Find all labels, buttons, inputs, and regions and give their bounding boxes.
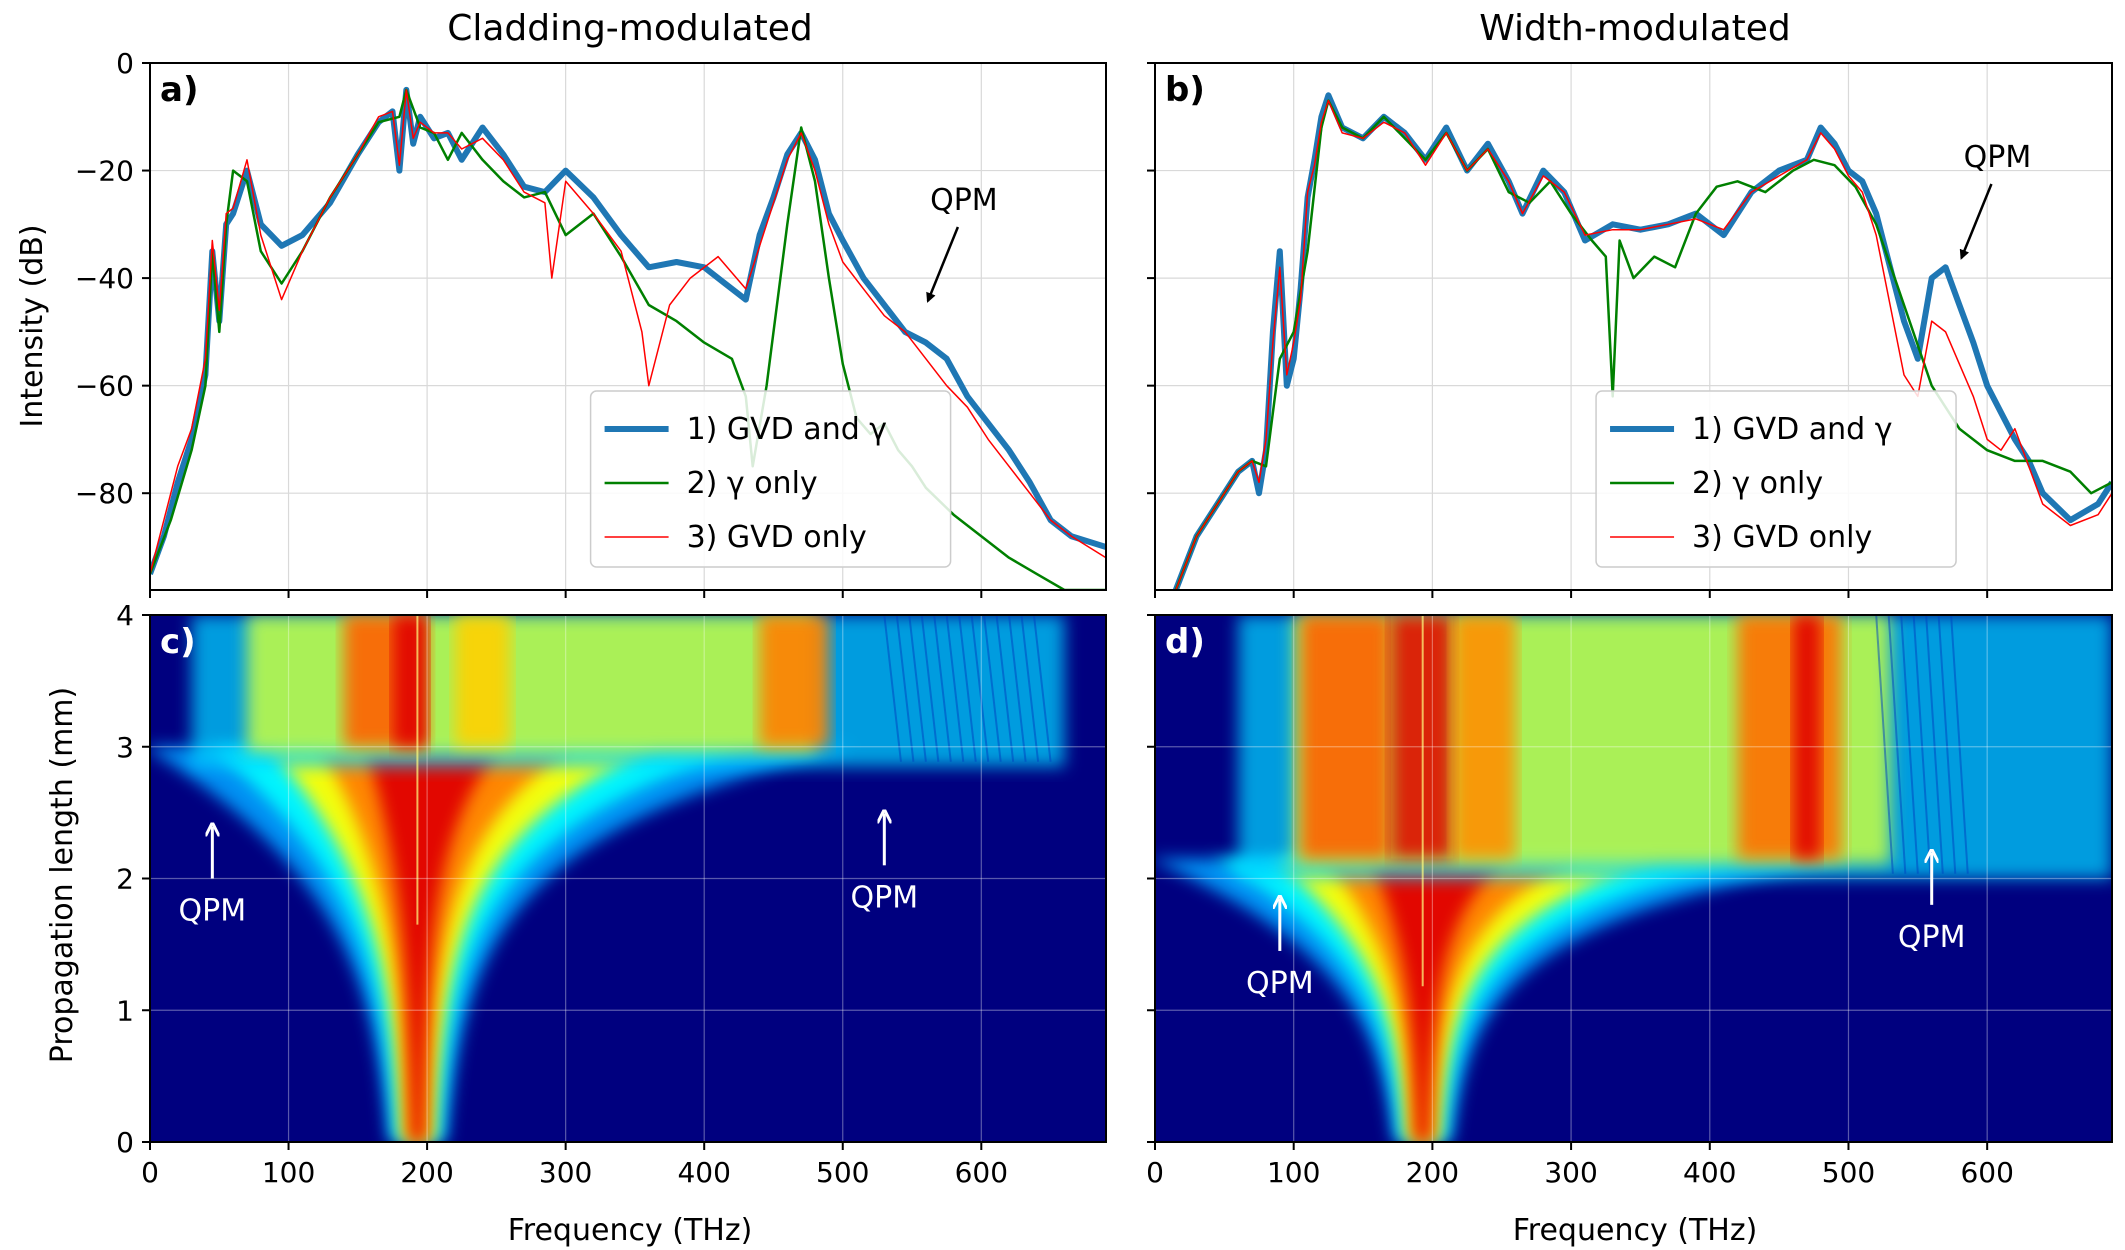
panel-b-legend-entry-2: 3) GVD only — [1692, 520, 1872, 555]
panel-c-fringe-6 — [958, 615, 977, 762]
panel-c-xtick-label-2: 200 — [400, 1156, 453, 1189]
panel-c-fringe-8 — [983, 615, 1002, 762]
panel-c-fringe-4 — [933, 615, 952, 762]
panel-b-panel-label: b) — [1165, 70, 1205, 110]
panel-c-ytick-label-4: 4 — [116, 599, 134, 632]
panel-b-legend-entry-0: 1) GVD and γ — [1692, 412, 1892, 447]
panel-d-xtick-label-5: 500 — [1822, 1156, 1875, 1189]
panel-b-series-gvd-only — [1175, 99, 2112, 590]
col-title-right: Width-modulated — [1479, 8, 1791, 49]
panel-d-sc-band-3 — [1737, 615, 1842, 859]
panel-d-fringe-1 — [1887, 615, 1907, 874]
panel-a-ytick-label-1: −20 — [75, 155, 134, 188]
panel-a-legend-entry-0: 1) GVD and γ — [687, 412, 887, 447]
panel-a-panel-label: a) — [160, 70, 198, 110]
panel-a-ytick-label-3: −60 — [75, 370, 134, 403]
panel-d-xtick-label-4: 400 — [1683, 1156, 1736, 1189]
panel-d-annotation-1: QPM — [1898, 920, 1966, 955]
col-title-left: Cladding-modulated — [447, 8, 813, 49]
panel-b-annotation-0: QPM — [1964, 140, 2032, 175]
panel-d-fringe-6 — [1950, 615, 1969, 874]
panel-c-heatmap: 0 100 200 300 400 500 600 0 1 2 3 4 c) QPM QPM — [116, 599, 1107, 1189]
panel-c-fringe-1 — [895, 615, 915, 762]
panel-d-fringe-5 — [1937, 615, 1957, 874]
panel-a-ytick-label-0: 0 — [116, 47, 134, 80]
panel-d-fringe-2 — [1900, 615, 1919, 874]
panel-c-sc-band-3 — [454, 615, 511, 747]
xlabel-right: Frequency (THz) — [1513, 1213, 1758, 1248]
panel-d-envelope-red — [1370, 858, 1507, 1142]
ylabel-top: Intensity (dB) — [15, 224, 50, 427]
panel-b-annotation-arrow-0 — [1959, 183, 1993, 260]
xlabel-left: Frequency (THz) — [508, 1213, 753, 1248]
panel-c-ytick-label-3: 3 — [116, 731, 134, 764]
panel-c-sc-band-1 — [392, 615, 428, 747]
panel-c-fringe-3 — [920, 615, 940, 762]
panel-c-image — [150, 615, 1106, 1142]
panel-b-legend — [1595, 390, 1957, 568]
panel-d-annotation-0: QPM — [1246, 966, 1314, 1001]
panel-c-ytick-label-2: 2 — [116, 863, 134, 896]
panel-c-fringe-9 — [995, 615, 1015, 762]
panel-d-sc-band-2 — [1453, 615, 1516, 859]
panel-d-xtick-label-1: 100 — [1267, 1156, 1320, 1189]
panel-c-envelope-yellow — [267, 746, 657, 1142]
panel-a-legend-entry-1: 2) γ only — [687, 466, 818, 501]
panel-c-fringe-0 — [883, 615, 902, 762]
panel-d-envelope-orange — [1324, 858, 1580, 1142]
panel-c-fringe-12 — [1032, 615, 1052, 762]
panel-c-xtick-label-3: 300 — [539, 1156, 592, 1189]
panel-d-fringe-4 — [1925, 615, 1944, 874]
panel-b-series-gamma-only — [1174, 99, 2112, 590]
panel-a-series-gvd-only — [150, 89, 1106, 575]
panel-c-panel-label: c) — [160, 622, 196, 662]
panel-c-sc-yellow — [246, 615, 816, 752]
panel-d-image — [1155, 615, 2112, 1142]
panel-c-sc-band-2 — [759, 615, 829, 747]
panel-a-legend — [589, 390, 952, 568]
panel-d-xtick-label-2: 200 — [1406, 1156, 1459, 1189]
panel-d-fringe-0 — [1875, 615, 1894, 874]
ylabel-bottom: Propagation length (mm) — [45, 687, 80, 1063]
panel-c-xtick-label-0: 0 — [141, 1156, 159, 1189]
panel-d-panel-label: d) — [1165, 622, 1205, 662]
panel-c-ytick-label-1: 1 — [116, 994, 134, 1027]
panel-c-envelope-orange — [319, 746, 574, 1142]
panel-c-fringe-11 — [1020, 615, 1040, 762]
panel-c-ytick-label-0: 0 — [116, 1126, 134, 1159]
panel-a-ytick-label-2: −40 — [75, 262, 134, 295]
panel-a-frame — [149, 62, 1107, 591]
panel-b-frame — [1154, 62, 2113, 591]
panel-a-spectrum: 0 −20 −40 −60 −80 a) 1) GVD and γ 2) γ only 3) G… — [75, 47, 1107, 598]
panel-d-sc-band-0 — [1300, 615, 1391, 859]
panel-d-fringe-3 — [1912, 615, 1932, 874]
panel-d-xtick-label-6: 600 — [1960, 1156, 2013, 1189]
panel-c-fringe-10 — [1008, 615, 1027, 762]
panel-b-legend-entry-1: 2) γ only — [1692, 466, 1823, 501]
panel-c-fringe-7 — [970, 615, 990, 762]
panel-c-xtick-label-5: 500 — [816, 1156, 869, 1189]
panel-a-annotation-arrow-0 — [926, 226, 960, 303]
panel-c-fringe-2 — [908, 615, 927, 762]
panel-d-envelope-yellow — [1272, 858, 1663, 1142]
panel-a-legend-entry-2: 3) GVD only — [687, 520, 867, 555]
panel-d-sc-band-4 — [1793, 615, 1821, 859]
panel-c-xtick-label-1: 100 — [262, 1156, 315, 1189]
panel-c-xtick-label-4: 400 — [677, 1156, 730, 1189]
panel-c-annotation-0: QPM — [179, 894, 247, 929]
panel-a-annotation-0: QPM — [930, 183, 998, 218]
panel-c-envelope-red — [365, 746, 501, 1142]
panel-d-heatmap: 0 100 200 300 400 500 600 d) QPM QPM — [1146, 614, 2113, 1189]
panel-b-spectrum: b) 1) GVD and γ 2) γ only 3) GVD only QPM — [1147, 62, 2113, 598]
panel-c-annotation-1: QPM — [851, 880, 919, 915]
panel-b-series-gvd-and-gamma — [1173, 92, 2112, 590]
panel-d-xtick-label-3: 300 — [1544, 1156, 1597, 1189]
panel-c-fringe-5 — [945, 615, 965, 762]
panel-d-xtick-label-0: 0 — [1146, 1156, 1164, 1189]
panel-a-ytick-label-4: −80 — [75, 477, 134, 510]
panel-c-xtick-label-6: 600 — [955, 1156, 1008, 1189]
